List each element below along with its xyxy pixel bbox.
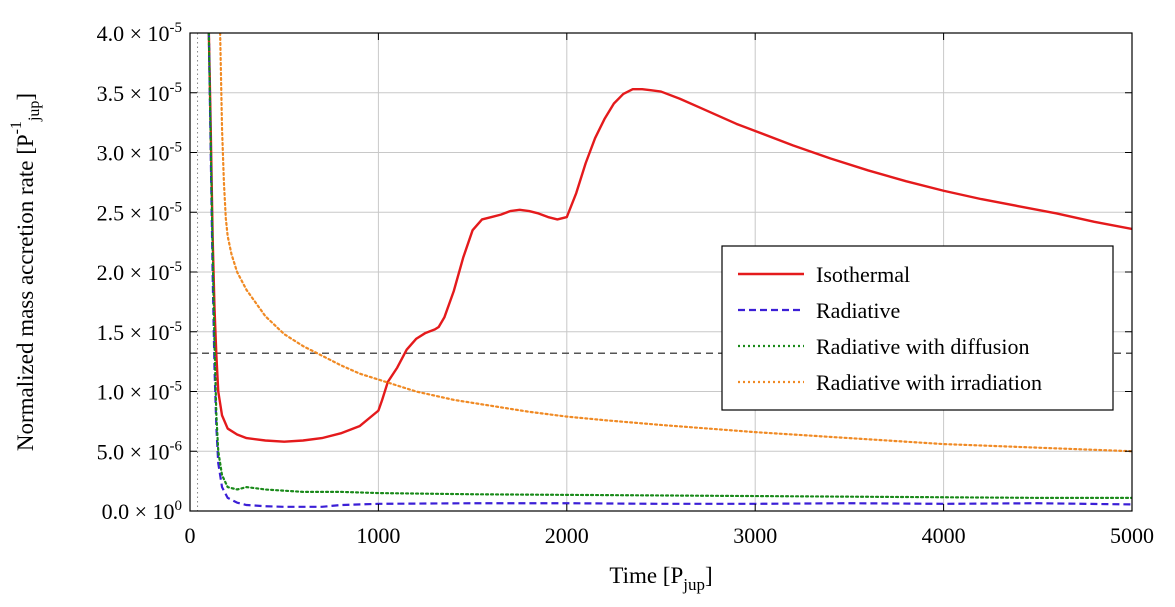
x-tick-label: 5000: [1110, 523, 1154, 548]
y-tick-label: 1.5 × 10-5: [97, 319, 182, 345]
x-tick-label: 4000: [922, 523, 966, 548]
x-tick-label: 2000: [545, 523, 589, 548]
legend-label: Radiative with irradiation: [816, 370, 1042, 395]
series-line-2: [207, 33, 1132, 499]
y-tick-label: 2.0 × 10-5: [97, 259, 182, 285]
series-line-0: [207, 33, 1132, 443]
y-tick-label: 2.5 × 10-5: [97, 199, 182, 225]
series-line-3: [219, 33, 1132, 453]
y-tick-label: 3.5 × 10-5: [97, 80, 182, 106]
x-tick-label: 3000: [733, 523, 777, 548]
y-tick-labels: 0.0 × 100 5.0 × 10-6 1.0 × 10-5 1.5 × 10-5 2…: [97, 20, 183, 524]
x-tick-label: 1000: [356, 523, 400, 548]
y-axis-label: Normalized mass accretion rate [P-1jup]: [8, 93, 43, 451]
x-tick-label: 0: [185, 523, 196, 548]
y-tick-label: 3.0 × 10-5: [97, 140, 182, 166]
y-tick-label: 4.0 × 10-5: [97, 20, 182, 46]
x-tick-labels: 0 1000 2000 3000 4000 5000: [185, 523, 1155, 548]
series-lines: [207, 33, 1132, 508]
y-tick-label: 5.0 × 10-6: [97, 438, 183, 464]
x-axis-label: Time [Pjup]: [609, 563, 712, 594]
legend: Isothermal Radiative Radiative with diffus…: [721, 245, 1114, 411]
y-tick-label: 1.0 × 10-5: [97, 379, 182, 405]
series-line-1: [207, 33, 1132, 508]
tick-marks: [189, 32, 1133, 512]
legend-label: Isothermal: [816, 262, 910, 287]
legend-label: Radiative with diffusion: [816, 334, 1029, 359]
legend-label: Radiative: [816, 298, 900, 323]
y-tick-label: 0.0 × 100: [102, 498, 182, 524]
